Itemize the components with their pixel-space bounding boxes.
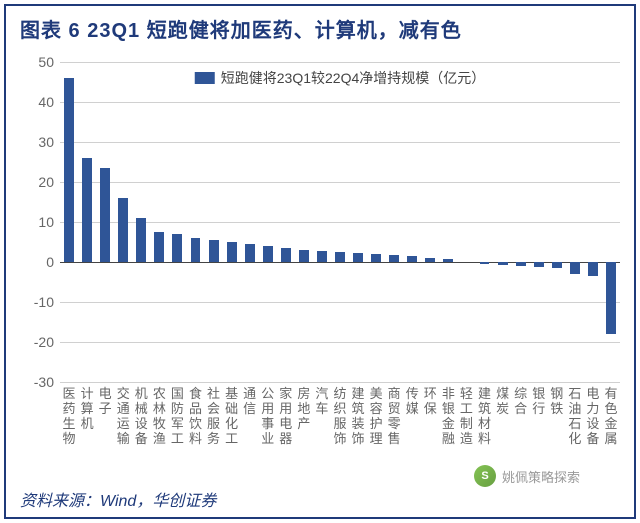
x-tick-label: 纺织服饰 — [331, 386, 349, 446]
bar — [191, 238, 201, 262]
x-tick-label: 银行 — [530, 386, 548, 416]
bar — [552, 262, 562, 268]
x-tick-label: 有色金属 — [602, 386, 620, 446]
x-axis-labels: 医药生物计算机电子交通运输机械设备农林牧渔国防军工食品饮料社会服务基础化工通信公… — [60, 386, 620, 476]
y-tick-label: -30 — [14, 374, 54, 390]
x-tick-label: 国防军工 — [168, 386, 186, 446]
x-tick-label: 石油石化 — [566, 386, 584, 446]
bar — [480, 262, 490, 264]
x-tick-label: 美容护理 — [367, 386, 385, 446]
bar — [245, 244, 255, 262]
grid-line — [60, 382, 620, 383]
watermark-icon: S — [474, 465, 496, 487]
x-tick-label: 电子 — [96, 386, 114, 416]
x-tick-label: 煤炭 — [494, 386, 512, 416]
bar — [118, 198, 128, 262]
y-tick-label: 50 — [14, 54, 54, 70]
bar — [606, 262, 616, 334]
x-tick-label: 农林牧渔 — [150, 386, 168, 446]
x-tick-label: 社会服务 — [205, 386, 223, 446]
bar — [425, 258, 435, 262]
bar — [335, 252, 345, 262]
x-tick-label: 综合 — [512, 386, 530, 416]
bar — [588, 262, 598, 276]
bar — [570, 262, 580, 274]
x-tick-label: 机械设备 — [132, 386, 150, 446]
bar — [353, 253, 363, 262]
y-tick-label: -10 — [14, 294, 54, 310]
bar — [227, 242, 237, 262]
y-tick-label: 30 — [14, 134, 54, 150]
watermark-text: 姚佩策略探索 — [502, 467, 580, 486]
y-tick-label: 10 — [14, 214, 54, 230]
x-tick-label: 通信 — [241, 386, 259, 416]
x-tick-label: 公用事业 — [259, 386, 277, 446]
x-tick-label: 环保 — [421, 386, 439, 416]
chart-title: 图表 6 23Q1 短跑健将加医药、计算机，减有色 — [20, 14, 462, 43]
bar — [100, 168, 110, 262]
bar — [371, 254, 381, 262]
x-tick-label: 医药生物 — [60, 386, 78, 446]
x-tick-label: 传媒 — [403, 386, 421, 416]
x-tick-label: 建筑装饰 — [349, 386, 367, 446]
x-tick-label: 房地产 — [295, 386, 313, 431]
chart-plot-area: 短跑健将23Q1较22Q4净增持规模（亿元） -30-20-1001020304… — [60, 62, 620, 382]
x-tick-label: 食品饮料 — [186, 386, 204, 446]
y-tick-label: -20 — [14, 334, 54, 350]
bar — [317, 251, 327, 262]
x-tick-label: 钢铁 — [548, 386, 566, 416]
bar — [516, 262, 526, 266]
x-tick-label: 电力设备 — [584, 386, 602, 446]
x-tick-label: 非银金融 — [439, 386, 457, 446]
bars-container — [60, 62, 620, 382]
bar — [299, 250, 309, 262]
bar — [64, 78, 74, 262]
bar — [407, 256, 417, 262]
bar — [498, 262, 508, 265]
bar — [82, 158, 92, 262]
watermark: S 姚佩策略探索 — [474, 465, 580, 487]
bar — [136, 218, 146, 262]
x-tick-label: 家用电器 — [277, 386, 295, 446]
y-tick-label: 40 — [14, 94, 54, 110]
y-tick-label: 20 — [14, 174, 54, 190]
x-tick-label: 交通运输 — [114, 386, 132, 446]
x-tick-label: 汽车 — [313, 386, 331, 416]
x-tick-label: 基础化工 — [223, 386, 241, 446]
bar — [281, 248, 291, 262]
bar — [209, 240, 219, 262]
y-tick-label: 0 — [14, 254, 54, 270]
x-tick-label: 轻工制造 — [457, 386, 475, 446]
bar — [389, 255, 399, 262]
bar — [534, 262, 544, 267]
x-tick-label: 计算机 — [78, 386, 96, 431]
chart-source: 资料来源：Wind，华创证券 — [20, 487, 216, 511]
bar — [443, 259, 453, 262]
x-tick-label: 商贸零售 — [385, 386, 403, 446]
bar — [263, 246, 273, 262]
bar — [154, 232, 164, 262]
x-tick-label: 建筑材料 — [476, 386, 494, 446]
bar — [172, 234, 182, 262]
